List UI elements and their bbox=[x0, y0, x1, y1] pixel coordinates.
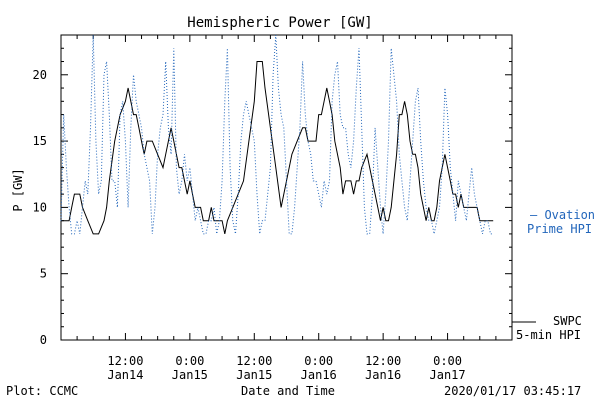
y-axis-label: P [GW] bbox=[11, 168, 25, 211]
y-tick-label: 5 bbox=[40, 267, 47, 281]
y-tick-label: 20 bbox=[33, 68, 47, 82]
legend-ovation-line2: Prime HPI bbox=[527, 222, 592, 236]
x-tick-label-date: Jan16 bbox=[365, 368, 401, 382]
legend-swpc-line2: 5-min HPI bbox=[516, 328, 581, 342]
legend-swpc-line1: SWPC bbox=[553, 314, 582, 328]
x-tick-label-date: Jan15 bbox=[172, 368, 208, 382]
chart-title: Hemispheric Power [GW] bbox=[187, 15, 372, 31]
x-tick-label-time: 12:00 bbox=[365, 354, 401, 368]
series-line-swpc bbox=[61, 61, 494, 235]
x-axis-label: Date and Time bbox=[241, 384, 335, 398]
x-tick-label-date: Jan17 bbox=[430, 368, 466, 382]
x-tick-label-time: 0:00 bbox=[175, 354, 204, 368]
x-tick-label-time: 12:00 bbox=[107, 354, 143, 368]
plot-credit: Plot: CCMC bbox=[6, 384, 78, 398]
plot-area: 0510152012:00Jan140:00Jan1512:00Jan150:0… bbox=[33, 34, 513, 382]
series-line-ovation bbox=[60, 34, 494, 235]
x-tick-label-time: 12:00 bbox=[236, 354, 272, 368]
timestamp: 2020/01/17 03:45:17 bbox=[444, 384, 581, 398]
x-tick-label-date: Jan15 bbox=[236, 368, 272, 382]
y-tick-label: 0 bbox=[40, 333, 47, 347]
y-tick-label: 15 bbox=[33, 134, 47, 148]
x-tick-label-date: Jan14 bbox=[107, 368, 143, 382]
x-tick-label-date: Jan16 bbox=[301, 368, 337, 382]
x-tick-label-time: 0:00 bbox=[433, 354, 462, 368]
x-tick-label-time: 0:00 bbox=[304, 354, 333, 368]
y-tick-label: 10 bbox=[33, 200, 47, 214]
legend-ovation-line1: — Ovation bbox=[530, 208, 595, 222]
